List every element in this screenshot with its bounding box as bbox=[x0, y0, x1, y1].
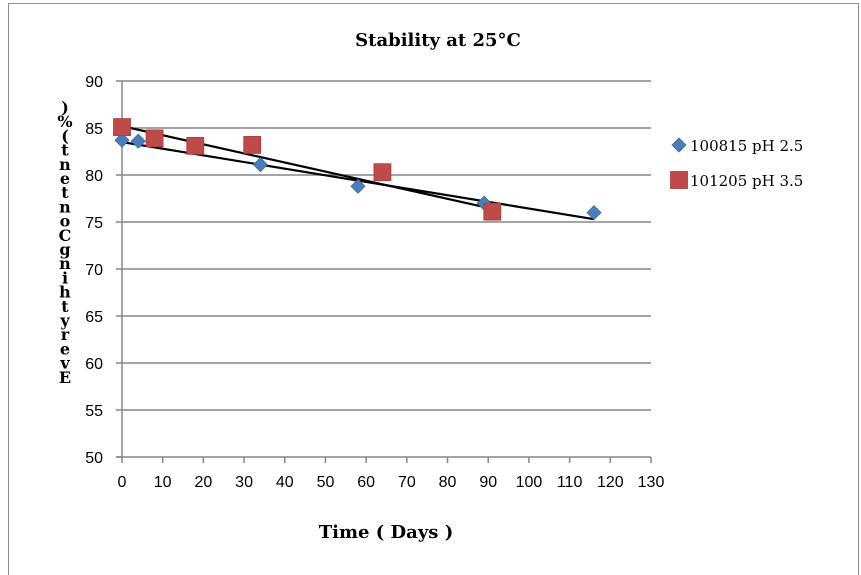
x-tick-label: 80 bbox=[439, 474, 457, 491]
y-axis-label-char: n bbox=[59, 197, 71, 216]
data-points bbox=[113, 118, 602, 221]
y-tick-label: 85 bbox=[85, 121, 103, 138]
y-axis-label-char: t bbox=[61, 141, 69, 160]
y-axis-label-char: r bbox=[61, 325, 70, 344]
y-axis-label-char: g bbox=[59, 240, 70, 259]
x-tick-label: 100 bbox=[516, 474, 543, 491]
chart-title: Stability at 25°C bbox=[355, 30, 521, 51]
x-tick-label: 120 bbox=[597, 474, 624, 491]
y-tick-label: 60 bbox=[85, 356, 103, 373]
x-tick-label: 70 bbox=[398, 474, 416, 491]
y-axis-label-char: o bbox=[60, 212, 71, 231]
x-tick-label: 110 bbox=[557, 474, 583, 491]
y-axis-label-char: y bbox=[59, 311, 70, 330]
x-tick-label: 90 bbox=[479, 474, 497, 491]
x-tick-label: 30 bbox=[235, 474, 253, 491]
y-axis-label-char: ( bbox=[61, 126, 69, 145]
x-tick-labels: 0 10 20 30 40 50 60 70 80 90 100 110 120 130 bbox=[118, 474, 665, 491]
x-axis-label: Time ( Days ) bbox=[319, 522, 453, 543]
y-tick-label: 65 bbox=[85, 309, 103, 326]
y-axis-label-char: % bbox=[57, 112, 72, 131]
y-axis-label-char: e bbox=[60, 169, 70, 188]
data-point-series-1 bbox=[252, 157, 268, 173]
y-tick-label: 70 bbox=[85, 262, 103, 279]
x-tick-label: 20 bbox=[194, 474, 212, 491]
chart-frame bbox=[8, 3, 859, 575]
x-tick-label: 10 bbox=[154, 474, 172, 491]
y-axis-label-char: n bbox=[59, 155, 71, 174]
data-point-series-1 bbox=[130, 133, 146, 149]
data-point-series-1 bbox=[114, 132, 130, 148]
data-point-series-2 bbox=[186, 136, 205, 155]
data-point-series-1 bbox=[350, 178, 366, 194]
y-tick-labels: 50 55 60 65 70 75 80 85 90 bbox=[85, 74, 103, 467]
legend-marker-series-2 bbox=[670, 171, 688, 189]
y-axis-label-char: C bbox=[59, 226, 72, 245]
y-tick-label: 55 bbox=[85, 403, 103, 420]
y-tick-label: 75 bbox=[85, 215, 103, 232]
gridlines bbox=[122, 80, 651, 411]
y-axis-label-char: ) bbox=[61, 98, 69, 117]
y-axis-label-char: n bbox=[59, 254, 71, 273]
y-tick-label: 90 bbox=[85, 74, 103, 91]
legend-label-series-2: 101205 pH 3.5 bbox=[690, 172, 803, 190]
data-point-series-2 bbox=[145, 129, 164, 148]
x-tick-label: 50 bbox=[317, 474, 335, 491]
data-point-series-2 bbox=[243, 136, 262, 154]
x-tick-label: 60 bbox=[357, 474, 375, 491]
x-tick-label: 40 bbox=[276, 474, 294, 491]
trendline-series-2 bbox=[121, 125, 493, 210]
legend-label-series-1: 100815 pH 2.5 bbox=[690, 137, 803, 155]
data-point-series-2 bbox=[483, 202, 502, 221]
y-tick-label: 80 bbox=[85, 168, 103, 185]
y-tick-label: 50 bbox=[85, 450, 103, 467]
legend: 100815 pH 2.5 101205 pH 3.5 bbox=[670, 137, 803, 190]
data-point-series-2 bbox=[113, 118, 131, 136]
data-point-series-2 bbox=[373, 163, 392, 182]
y-axis-label-char: E bbox=[59, 368, 71, 387]
legend-marker-series-1 bbox=[671, 137, 687, 153]
y-axis-label-char: e bbox=[60, 339, 70, 358]
x-tick-label: 0 bbox=[118, 474, 127, 491]
data-point-series-1 bbox=[586, 205, 602, 221]
y-axis-label-char: t bbox=[61, 183, 69, 202]
y-axis-label-char: v bbox=[59, 354, 70, 373]
y-axis-label-char: i bbox=[62, 268, 68, 287]
y-axis-label-char: h bbox=[59, 283, 71, 302]
y-axis-label-char: t bbox=[61, 297, 69, 316]
x-tick-label: 130 bbox=[638, 474, 665, 491]
